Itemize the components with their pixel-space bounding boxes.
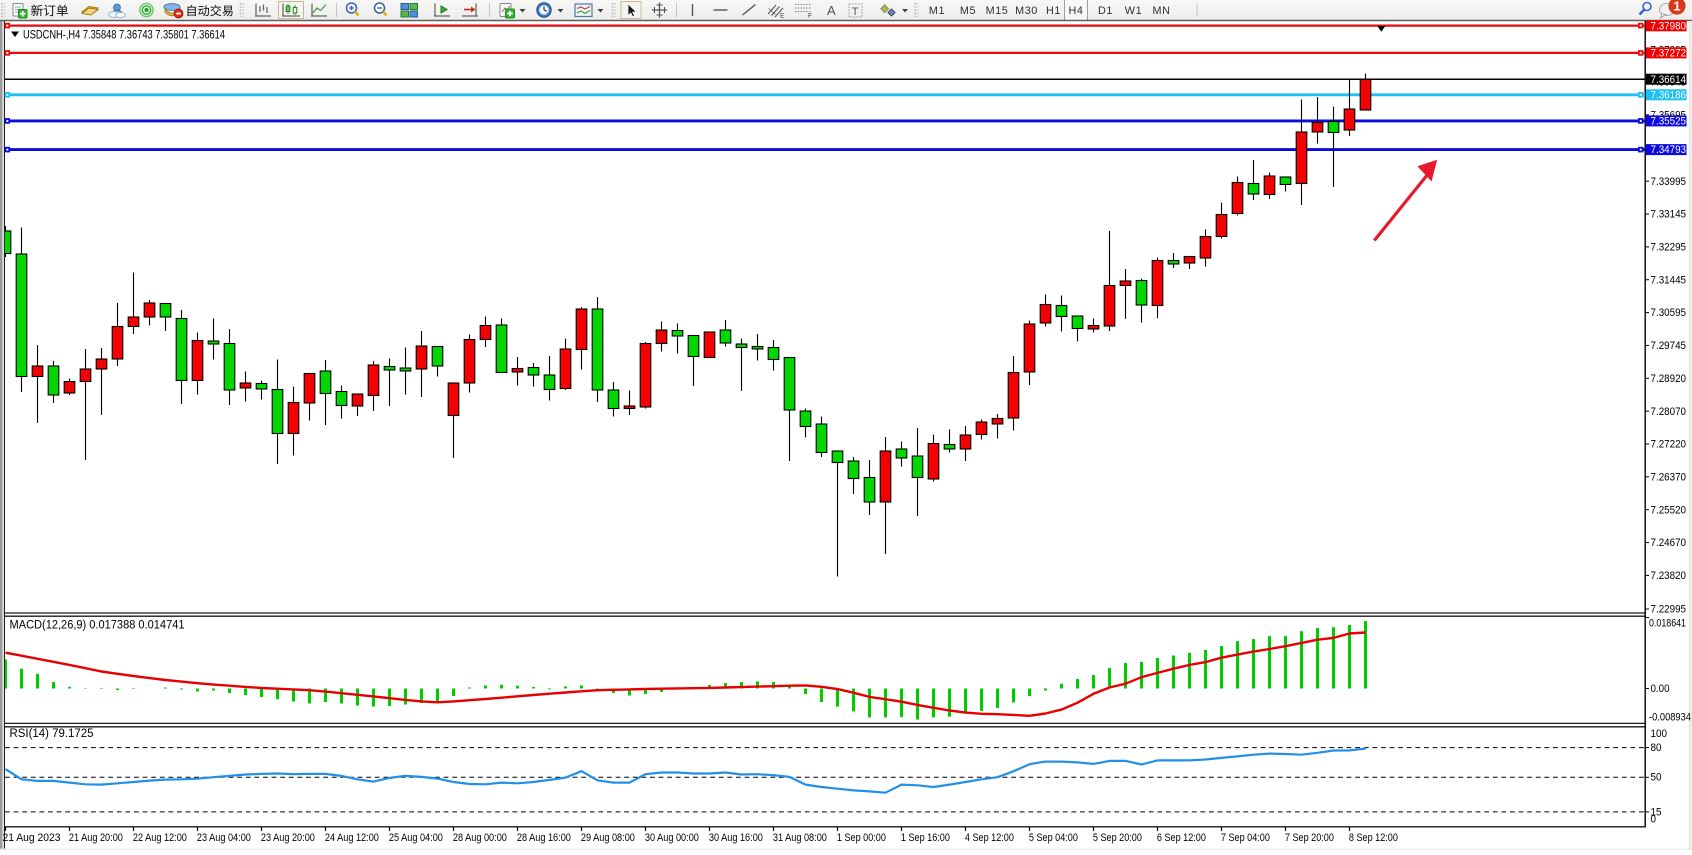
svg-text:5 Sep 04:00: 5 Sep 04:00 (1029, 832, 1078, 844)
svg-text:7.36186: 7.36186 (1651, 89, 1687, 101)
svg-text:28 Aug 16:00: 28 Aug 16:00 (517, 832, 571, 844)
svg-text:M15: M15 (986, 5, 1009, 17)
svg-text:23 Aug 20:00: 23 Aug 20:00 (261, 832, 315, 844)
svg-text:T: T (852, 6, 859, 18)
svg-text:80: 80 (1651, 742, 1662, 754)
svg-text:7.32295: 7.32295 (1651, 242, 1687, 254)
svg-text:7.35525: 7.35525 (1651, 116, 1687, 128)
svg-text:25 Aug 04:00: 25 Aug 04:00 (389, 832, 443, 844)
svg-text:7.37272: 7.37272 (1651, 48, 1687, 60)
svg-text:30 Aug 16:00: 30 Aug 16:00 (709, 832, 763, 844)
svg-text:7.33145: 7.33145 (1651, 209, 1687, 221)
svg-text:M1: M1 (929, 5, 945, 17)
svg-text:1 Sep 00:00: 1 Sep 00:00 (837, 832, 886, 844)
svg-text:7.24670: 7.24670 (1651, 537, 1687, 549)
svg-text:100: 100 (1651, 728, 1668, 740)
svg-text:7.28920: 7.28920 (1651, 373, 1687, 385)
svg-text:MN: MN (1153, 5, 1171, 17)
svg-text:7.29745: 7.29745 (1651, 340, 1687, 352)
svg-text:6 Sep 12:00: 6 Sep 12:00 (1157, 832, 1206, 844)
svg-text:15: 15 (1651, 806, 1662, 818)
svg-text:7 Sep 20:00: 7 Sep 20:00 (1285, 832, 1334, 844)
svg-text:A: A (827, 3, 836, 18)
svg-text:21 Aug 20:00: 21 Aug 20:00 (69, 832, 123, 844)
svg-text:1: 1 (1673, 0, 1680, 14)
svg-text:M30: M30 (1015, 5, 1038, 17)
svg-text:8 Sep 12:00: 8 Sep 12:00 (1349, 832, 1398, 844)
svg-text:E: E (780, 13, 785, 20)
svg-text:7.34793: 7.34793 (1651, 144, 1687, 156)
svg-text:W1: W1 (1125, 5, 1142, 17)
svg-text:7.36614: 7.36614 (1651, 74, 1687, 86)
svg-text:1 Sep 16:00: 1 Sep 16:00 (901, 832, 950, 844)
svg-text:7.30595: 7.30595 (1651, 307, 1687, 319)
svg-text:23 Aug 04:00: 23 Aug 04:00 (197, 832, 251, 844)
svg-text:MACD(12,26,9) 0.017388 0.01474: MACD(12,26,9) 0.017388 0.014741 (10, 620, 185, 632)
svg-text:5 Sep 20:00: 5 Sep 20:00 (1093, 832, 1142, 844)
svg-text:28 Aug 00:00: 28 Aug 00:00 (453, 832, 507, 844)
svg-text:7.25520: 7.25520 (1651, 504, 1687, 516)
svg-text:D1: D1 (1098, 5, 1113, 17)
svg-text:7.33995: 7.33995 (1651, 176, 1687, 188)
svg-text:0.018641: 0.018641 (1649, 618, 1686, 630)
svg-text:0.00: 0.00 (1651, 683, 1670, 695)
svg-text:29 Aug 08:00: 29 Aug 08:00 (581, 832, 635, 844)
svg-text:30 Aug 00:00: 30 Aug 00:00 (645, 832, 699, 844)
svg-text:7.26370: 7.26370 (1651, 471, 1687, 483)
svg-text:H1: H1 (1046, 5, 1061, 17)
svg-text:0: 0 (1651, 814, 1657, 826)
svg-text:31 Aug 08:00: 31 Aug 08:00 (773, 832, 827, 844)
svg-text:RSI(14) 79.1725: RSI(14) 79.1725 (10, 728, 94, 740)
svg-text:USDCNH-,H4 7.35848 7.36743 7.: USDCNH-,H4 7.35848 7.36743 7.35801 7.366… (23, 30, 225, 42)
svg-text:7.22995: 7.22995 (1651, 604, 1687, 616)
svg-text:7.31445: 7.31445 (1651, 274, 1687, 286)
svg-text:22 Aug 12:00: 22 Aug 12:00 (133, 832, 187, 844)
svg-text:7.37980: 7.37980 (1651, 20, 1687, 32)
svg-text:7 Sep 04:00: 7 Sep 04:00 (1221, 832, 1270, 844)
svg-text:24 Aug 12:00: 24 Aug 12:00 (325, 832, 379, 844)
svg-text:7.27220: 7.27220 (1651, 439, 1687, 451)
svg-text:7.28070: 7.28070 (1651, 406, 1687, 418)
svg-text:50: 50 (1651, 772, 1662, 784)
svg-text:7.23820: 7.23820 (1651, 570, 1687, 582)
svg-text:F: F (808, 13, 812, 20)
svg-text:21 Aug 2023: 21 Aug 2023 (3, 832, 61, 844)
svg-text:H4: H4 (1068, 5, 1083, 17)
svg-text:-0.008934: -0.008934 (1649, 712, 1691, 724)
svg-text:4 Sep 12:00: 4 Sep 12:00 (965, 832, 1014, 844)
svg-text:M5: M5 (960, 5, 976, 17)
